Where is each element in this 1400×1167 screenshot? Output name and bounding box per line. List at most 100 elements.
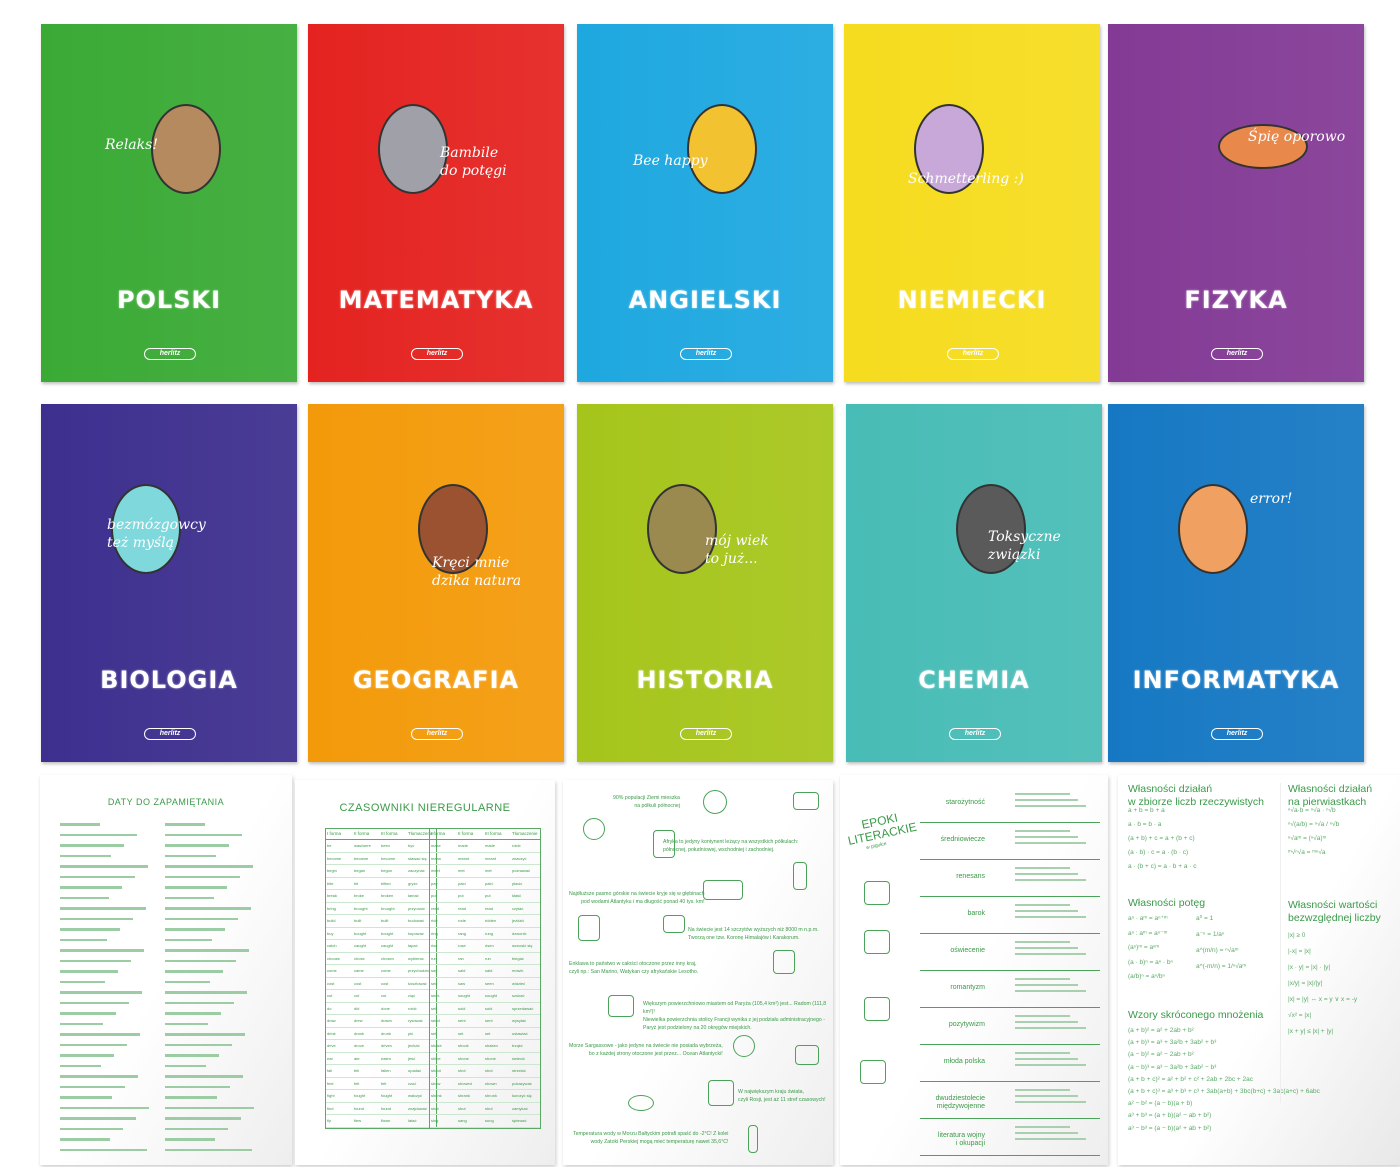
verb-cell: shut [431, 1105, 439, 1111]
map-picture-icon [793, 792, 819, 810]
date-entry-line [60, 949, 144, 952]
map-icon [708, 1080, 734, 1106]
formula: |-x| = |x| [1288, 948, 1311, 955]
verb-row: fall fell fallen upadać [326, 1065, 436, 1078]
cover-caption: Bee happy [633, 153, 708, 169]
formula: (a + b)³ = a³ + 3a²b + 3ab² + b³ [1128, 1039, 1217, 1047]
epoch-details [1015, 1122, 1095, 1144]
epoch-detail-line [1015, 879, 1086, 881]
world-map-icon [608, 995, 634, 1017]
formula: a² − b² = (a − b)(a + b) [1128, 1100, 1193, 1108]
verb-cell: drawn [381, 1018, 392, 1024]
date-entry-line [60, 1001, 129, 1004]
epoch-detail-line [1015, 904, 1070, 906]
epoch-detail-line [1015, 1015, 1070, 1017]
date-entry-line [165, 1064, 206, 1067]
cover-polski[interactable]: Relaks! POLSKI herlitz [41, 24, 297, 382]
verb-cell: pokazywać [512, 1080, 532, 1086]
verb-cell: said [458, 968, 466, 974]
books-icon [860, 1060, 886, 1084]
verb-cell: łamać [408, 893, 419, 899]
verb-row: pay paid paid płacić [430, 878, 540, 891]
verb-cell: ciąć [408, 993, 416, 999]
verb-cell: upadać [408, 1068, 422, 1074]
verb-row: shut shut shut zamykać [430, 1103, 540, 1116]
date-entry-line [60, 1054, 114, 1057]
epoch-detail-line [1015, 1132, 1078, 1134]
verb-cell: put [485, 893, 491, 899]
verb-row: bite bit bitten gryźć [326, 878, 436, 891]
verb-cell: ate [354, 1055, 360, 1061]
date-entry-line [165, 980, 210, 983]
verb-cell: set [485, 1030, 491, 1036]
passport-icon [653, 830, 675, 858]
epoch-name: romantyzm [950, 984, 985, 991]
formula: a + b = b + a [1128, 807, 1165, 814]
verb-cell: poznawać [512, 868, 531, 874]
cover-niemiecki[interactable]: Schmetterling :) NIEMIECKI herlitz [844, 24, 1100, 382]
verb-cell: seek [431, 993, 440, 999]
verb-cell: brought [381, 905, 395, 911]
scroll-icon [864, 997, 890, 1021]
epoch-name: średniowiecze [940, 836, 985, 843]
verb-cell: put [458, 893, 464, 899]
formula: |x/y| = |x|/|y| [1288, 980, 1323, 987]
verb-cell: robić [408, 1005, 417, 1011]
cover-fizyka[interactable]: Śpię oporowo FIZYKA herlitz [1108, 24, 1364, 382]
verb-row: begin began begun zaczynać [326, 865, 436, 878]
epoch-detail-line [1015, 1089, 1070, 1091]
date-entry-line [165, 1001, 234, 1004]
verb-row: fly flew flown latać [326, 1115, 436, 1128]
cover-subject-title: POLSKI [116, 286, 222, 314]
verb-cell: latać [408, 1118, 417, 1124]
cover-angielski[interactable]: Bee happy ANGIELSKI herlitz [577, 24, 833, 382]
verb-row: say said said mówić [430, 965, 540, 978]
verb-cell: czuć [408, 1080, 417, 1086]
map-pin-screen-icon [663, 915, 685, 933]
verb-cell: przychodzić [408, 968, 430, 974]
geo-fact: W największym kraju świata, czyli Rosji,… [738, 1089, 826, 1103]
verb-cell: sung [485, 1118, 494, 1124]
verb-cell: shut [458, 1105, 466, 1111]
verb-cell: built [381, 918, 389, 924]
herlitz-logo: herlitz [1211, 728, 1263, 740]
formula: (a · b) · c = a · (b · c) [1128, 849, 1189, 856]
date-entry-line [165, 833, 242, 836]
date-entry-line [165, 938, 212, 941]
date-entry-line [165, 1012, 221, 1015]
cover-geografia[interactable]: Kręci mnie dzika natura GEOGRAFIA herlitz [308, 404, 564, 762]
epoch-row: barok [920, 900, 1100, 934]
epoch-row: średniowiecze [920, 826, 1100, 860]
verb-cell: risen [485, 943, 494, 949]
epoch-row: pozytywizm [920, 1011, 1100, 1045]
cover-historia[interactable]: mój wiek to już... HISTORIA herlitz [577, 404, 833, 762]
epoch-details [1015, 937, 1095, 959]
verb-cell: budować [408, 918, 425, 924]
verb-cell: robić [512, 843, 521, 849]
verb-cell: begun [381, 868, 393, 874]
date-entry-line [60, 844, 124, 847]
cartoon-illustration [687, 104, 757, 194]
verb-cell: caught [354, 943, 367, 949]
verb-row: show showed shown pokazywać [430, 1078, 540, 1091]
verb-cell: meant [485, 855, 497, 861]
date-entry-line [60, 1033, 140, 1036]
cover-biologia[interactable]: bezmózgowcy też myślą BIOLOGIA herlitz [41, 404, 297, 762]
verb-cell: bought [354, 930, 367, 936]
cover-informatyka[interactable]: error! INFORMATYKA herlitz [1108, 404, 1364, 762]
date-entry-line [165, 949, 249, 952]
cover-chemia[interactable]: Toksyczne związki CHEMIA herlitz [846, 404, 1102, 762]
cover-matematyka[interactable]: Bambile do potęgi MATEMATYKA herlitz [308, 24, 564, 382]
epoch-detail-line [1015, 1027, 1086, 1029]
verb-cell: sold [485, 1005, 493, 1011]
verbs-header-cell: II forma [458, 831, 474, 836]
epoch-details [1015, 1011, 1095, 1033]
drawing-compass-icon [793, 862, 807, 890]
epoch-row: oświecenie [920, 937, 1100, 971]
epoch-name: barok [967, 910, 985, 917]
formula: a⁰ = 1 [1196, 915, 1214, 922]
formula: a^(-m/n) = 1/ⁿ√aᵐ [1196, 963, 1247, 970]
verb-cell: felt [381, 1080, 387, 1086]
verb-cell: cut [354, 993, 360, 999]
formula: (a − b)² = a² − 2ab + b² [1128, 1051, 1194, 1059]
